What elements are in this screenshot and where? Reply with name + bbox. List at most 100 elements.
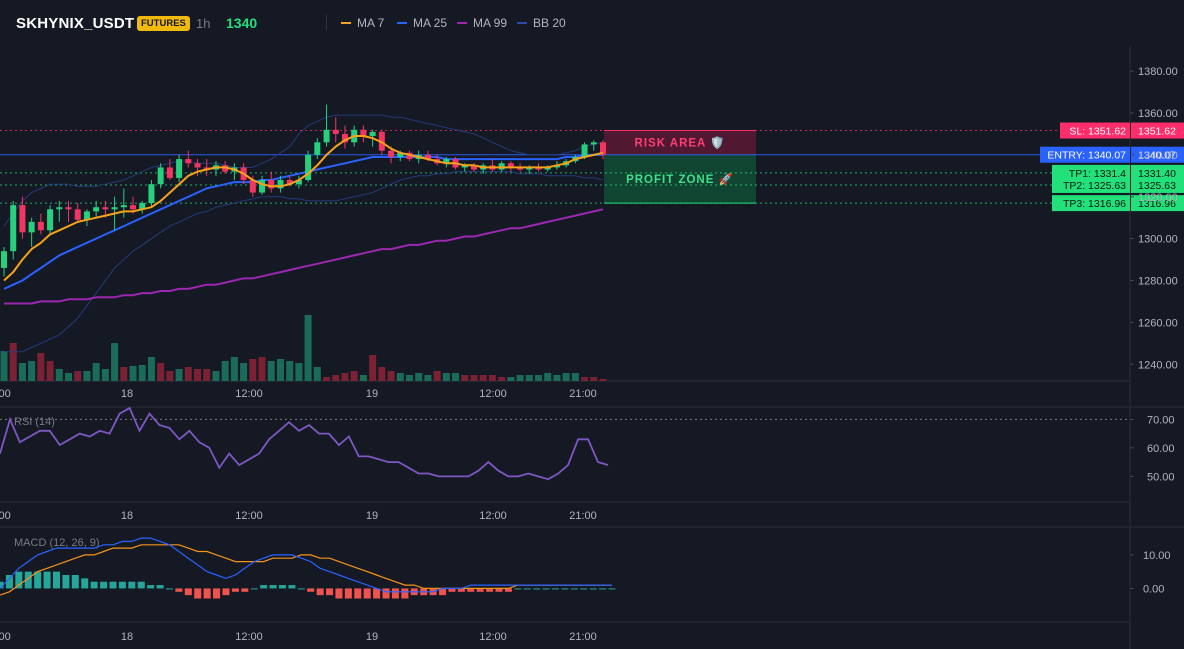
ma7-swatch xyxy=(341,22,351,24)
macd-histogram-bar xyxy=(335,588,343,599)
candle-body xyxy=(176,159,183,178)
legend-bb20[interactable]: BB 20 xyxy=(517,16,566,30)
macd-histogram-bar xyxy=(288,585,296,589)
candle-body xyxy=(581,144,588,157)
volume-bar xyxy=(138,365,146,381)
price-pane: RISK AREA 🛡️ PROFIT ZONE 🚀 SL: 1351.62 1351… xyxy=(0,104,1184,381)
candle-body xyxy=(83,211,90,220)
macd-histogram-bar xyxy=(71,575,79,589)
macd-histogram-bar xyxy=(165,588,173,590)
y-tick-label: 1380.00 xyxy=(1138,66,1178,78)
volume-bar xyxy=(46,361,54,381)
x-tick-label: 18 xyxy=(121,631,133,643)
x-tick-label: 18 xyxy=(121,388,133,400)
x-tick-label: 12:00 xyxy=(479,631,507,643)
rsi-line xyxy=(0,406,609,481)
macd-histogram-bar xyxy=(62,575,70,589)
level-tag-entry xyxy=(1040,146,1130,163)
bb-upper-line xyxy=(3,114,604,227)
macd-histogram-bar xyxy=(90,581,98,589)
x-tick-label: 12:00 xyxy=(235,510,263,522)
level-axis-label: 1331.40 xyxy=(1138,168,1176,180)
volume-bar xyxy=(369,355,377,381)
level-axis-badge xyxy=(1131,146,1184,163)
x-tick-label: 21:00 xyxy=(569,510,597,522)
candle-body xyxy=(268,180,275,189)
x-tick-label: 21:00 xyxy=(569,631,597,643)
macd-histogram-bar xyxy=(128,581,136,589)
candle-body xyxy=(148,184,155,204)
volume-bar xyxy=(129,366,137,381)
volume-bar xyxy=(37,353,45,381)
x-tick-label: 18 xyxy=(121,510,133,522)
candle-body xyxy=(553,165,560,168)
volume-bar xyxy=(0,351,8,381)
candle-body xyxy=(406,152,413,160)
ma99-swatch xyxy=(457,22,467,24)
volume-bar xyxy=(516,375,524,381)
legend-ma25-label: MA 25 xyxy=(413,16,448,30)
level-tag-text: TP2: 1325.63 xyxy=(1063,180,1126,192)
candle-body xyxy=(93,207,100,212)
legend-ma99[interactable]: MA 99 xyxy=(457,16,507,30)
volume-bar xyxy=(452,373,460,381)
macd-histogram-bar xyxy=(401,588,409,599)
macd-histogram-bar xyxy=(109,581,117,589)
candle-body xyxy=(139,203,146,210)
volume-bar xyxy=(341,373,349,381)
symbol-title[interactable]: SKHYNIX_USDT xyxy=(16,15,135,32)
macd-histogram-bar xyxy=(175,588,183,592)
volume-bar xyxy=(74,371,82,381)
candle-body xyxy=(498,163,505,170)
macd-histogram-bar xyxy=(24,571,32,589)
legend-ma7[interactable]: MA 7 xyxy=(341,16,384,30)
volume-bar xyxy=(470,375,478,381)
macd-histogram-bar xyxy=(363,588,371,599)
macd-histogram-bar xyxy=(495,588,503,592)
macd-histogram-bar xyxy=(552,588,560,590)
volume-bar xyxy=(194,369,202,381)
axes: 1380.00 1360.00 1340.00 1320.00 1300.00 1280.… xyxy=(0,66,1178,643)
volume-bar xyxy=(55,369,63,381)
rsi-pane: RSI (14) xyxy=(0,406,1130,481)
macd-histogram-bar xyxy=(260,585,268,589)
rsi-y-tick-label: 70.00 xyxy=(1147,414,1175,426)
x-tick-label: 2:00 xyxy=(0,510,11,522)
volume-bar xyxy=(534,375,542,381)
legend-ma25[interactable]: MA 25 xyxy=(397,16,447,30)
candle-body xyxy=(388,150,395,157)
macd-y-tick-label: 0.00 xyxy=(1143,583,1164,595)
volume-bar xyxy=(378,367,386,381)
volume-bar xyxy=(258,357,266,381)
chart-header: SKHYNIX_USDT FUTURES 1h 1340 MA 7 MA 25 … xyxy=(0,0,1184,46)
candle-body xyxy=(314,142,321,155)
ma7-line xyxy=(3,135,604,282)
timeframe-selector[interactable]: 1h xyxy=(196,16,211,31)
candle-body xyxy=(37,221,44,231)
macd-histogram-bar xyxy=(184,588,192,596)
y-tick-label: 1260.00 xyxy=(1138,317,1178,329)
level-tag-text: ENTRY: 1340.07 xyxy=(1047,150,1126,162)
candle-body xyxy=(360,129,367,137)
volume-bar xyxy=(184,367,192,381)
volume-bar xyxy=(599,379,607,381)
ma25-swatch xyxy=(397,22,407,24)
level-axis-badge xyxy=(1131,176,1184,193)
macd-y-tick-label: 10.00 xyxy=(1143,550,1171,562)
volume-bar xyxy=(83,371,91,381)
macd-histogram-bar xyxy=(467,588,475,592)
volume-bar xyxy=(350,371,358,381)
macd-histogram-bar xyxy=(147,585,155,589)
macd-signal-line xyxy=(0,544,612,596)
volume-bar xyxy=(313,367,321,381)
level-tag-tp1 xyxy=(1052,164,1130,181)
candle-body xyxy=(295,180,302,185)
level-axis-label: 1325.63 xyxy=(1138,180,1176,192)
volume-bar xyxy=(240,363,248,381)
candle-body xyxy=(507,163,514,168)
candle-body xyxy=(1,251,7,268)
candle-body xyxy=(535,167,542,170)
volume-bar xyxy=(323,377,331,381)
candle-body xyxy=(28,221,35,233)
